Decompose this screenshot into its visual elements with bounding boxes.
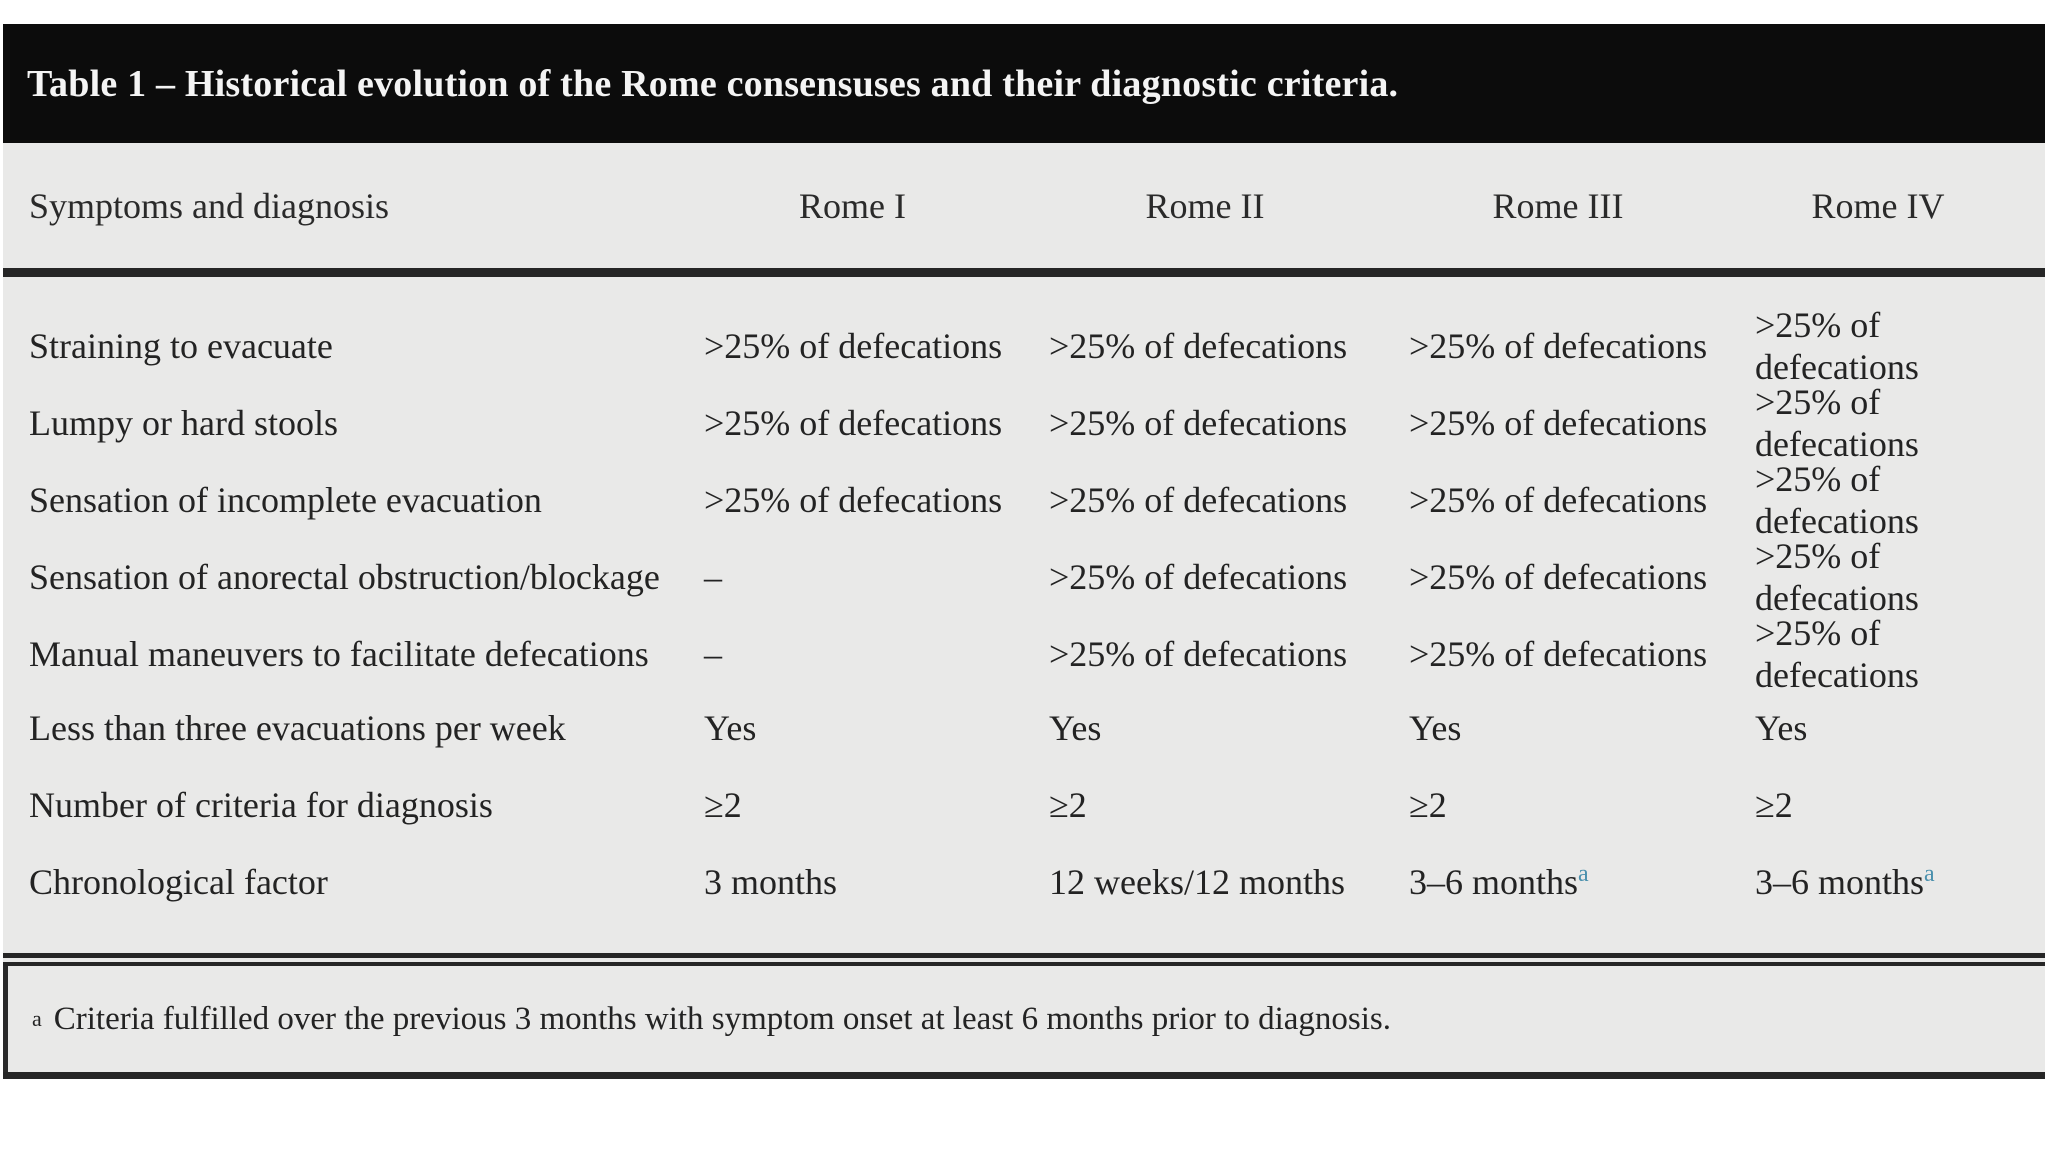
- row-label: Number of criteria for diagnosis: [29, 784, 493, 825]
- cell-value: >25% of defecations: [1755, 382, 1919, 464]
- cell-value: >25% of defecations: [704, 403, 1003, 443]
- cell-value: >25% of defecations: [1755, 536, 1919, 618]
- header-divider-rule: [3, 268, 2045, 277]
- column-header-symptoms: Symptoms and diagnosis: [29, 185, 390, 226]
- cell-value: ≥2: [1755, 784, 1793, 825]
- cell-value: –: [704, 557, 722, 597]
- cell-value: >25% of defecations: [1409, 634, 1708, 674]
- table-row: Number of criteria for diagnosis ≥2 ≥2 ≥…: [3, 766, 2045, 843]
- table-row: Sensation of anorectal obstruction/block…: [3, 535, 2045, 618]
- cell-value-text: 3–6 months: [1755, 861, 1925, 902]
- cell-value: >25% of defecations: [1049, 557, 1348, 597]
- cell-value: >25% of defecations: [1049, 634, 1348, 674]
- cell-value: >25% of defecations: [1755, 613, 1919, 695]
- column-header-rome-iii: Rome III: [1492, 185, 1624, 226]
- row-label: Lumpy or hard stools: [29, 403, 338, 443]
- cell-value: Yes: [1049, 707, 1102, 748]
- table-row: Lumpy or hard stools >25% of defecations…: [3, 381, 2045, 464]
- cell-value: Yes: [704, 707, 757, 748]
- cell-value: >25% of defecations: [1409, 557, 1708, 597]
- table-row: Manual maneuvers to facilitate defecatio…: [3, 612, 2045, 695]
- footnote-reference-a: a: [1578, 860, 1589, 887]
- cell-value: >25% of defecations: [1409, 480, 1708, 520]
- table-body: Straining to evacuate >25% of defecation…: [3, 277, 2045, 953]
- column-header-rome-iv: Rome IV: [1811, 185, 1945, 226]
- column-header-row: Symptoms and diagnosis Rome I Rome II Ro…: [3, 143, 2045, 268]
- cell-value: Yes: [1409, 707, 1462, 748]
- row-label: Chronological factor: [29, 861, 328, 902]
- table-row: Chronological factor 3 months 12 weeks/1…: [3, 843, 2045, 920]
- row-label: Sensation of anorectal obstruction/block…: [29, 557, 660, 597]
- cell-value: >25% of defecations: [1755, 459, 1919, 541]
- cell-value: >25% of defecations: [1755, 305, 1919, 387]
- footnote-top-rule: [3, 953, 2045, 966]
- cell-value: >25% of defecations: [704, 480, 1003, 520]
- cell-value: >25% of defecations: [1049, 480, 1348, 520]
- cell-value: ≥2: [1049, 784, 1087, 825]
- table-bottom-rule: [3, 1072, 2045, 1079]
- row-label: Sensation of incomplete evacuation: [29, 480, 542, 520]
- cell-value: ≥2: [1409, 784, 1447, 825]
- cell-value: 3–6 monthsa: [1751, 861, 2045, 903]
- cell-value: >25% of defecations: [1049, 326, 1348, 366]
- cell-value: >25% of defecations: [704, 326, 1003, 366]
- cell-value-text: 3–6 months: [1409, 861, 1579, 902]
- footnote-reference-a: a: [1924, 860, 1935, 887]
- cell-value: >25% of defecations: [1409, 326, 1708, 366]
- cell-value: Yes: [1755, 707, 1808, 748]
- cell-value: 3–6 monthsa: [1405, 861, 1751, 903]
- row-label: Less than three evacuations per week: [29, 707, 566, 748]
- column-header-rome-ii: Rome II: [1145, 185, 1265, 226]
- row-label: Straining to evacuate: [29, 326, 333, 366]
- table-row: Straining to evacuate >25% of defecation…: [3, 304, 2045, 387]
- cell-value: –: [704, 634, 722, 674]
- footnote: a Criteria fulfilled over the previous 3…: [3, 966, 2045, 1072]
- footnote-text: Criteria fulfilled over the previous 3 m…: [53, 1000, 1392, 1037]
- table-title-bar: Table 1 – Historical evolution of the Ro…: [3, 24, 2045, 143]
- table1: Table 1 – Historical evolution of the Ro…: [3, 24, 2045, 1079]
- row-label: Manual maneuvers to facilitate defecatio…: [29, 634, 649, 674]
- table-row: Sensation of incomplete evacuation >25% …: [3, 458, 2045, 541]
- cell-value: 3 months: [704, 861, 838, 902]
- cell-value: ≥2: [704, 784, 742, 825]
- table-row: Less than three evacuations per week Yes…: [3, 689, 2045, 766]
- cell-value: >25% of defecations: [1049, 403, 1348, 443]
- cell-value: >25% of defecations: [1409, 403, 1708, 443]
- column-header-rome-i: Rome I: [799, 185, 906, 226]
- table-title: Table 1 – Historical evolution of the Ro…: [27, 62, 1399, 105]
- cell-value: 12 weeks/12 months: [1049, 861, 1345, 902]
